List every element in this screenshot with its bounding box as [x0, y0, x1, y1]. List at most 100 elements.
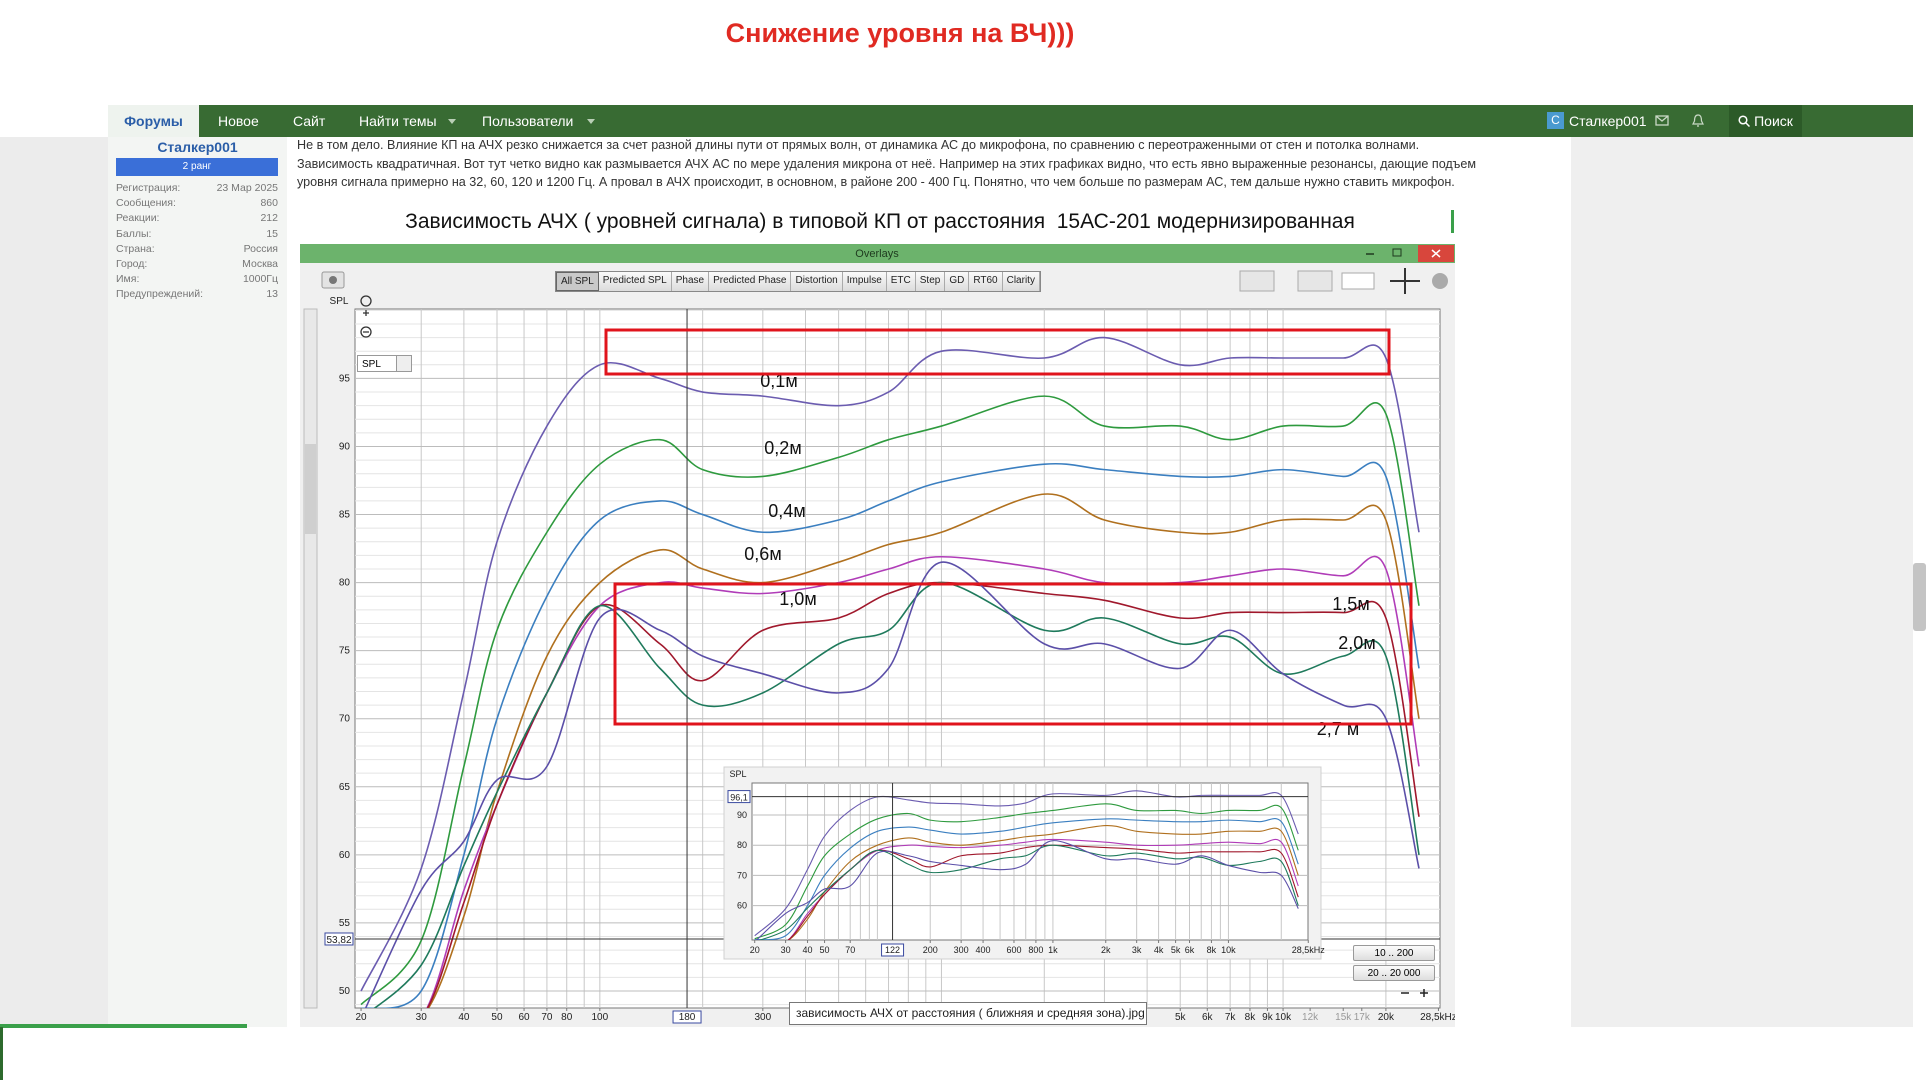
x-tick-label: 300 [954, 945, 969, 955]
graph-dropdown[interactable]: SPL [357, 355, 412, 372]
curve-label: 0,4м [768, 501, 805, 521]
nav-item[interactable]: Новое [218, 113, 259, 129]
y-scrollbar[interactable] [303, 308, 318, 1009]
zoom-icon-glyph [363, 310, 369, 333]
toolbar-button[interactable]: Predicted SPL [598, 272, 672, 291]
nav-item[interactable]: Сайт [293, 113, 326, 129]
response-curve [754, 790, 1299, 937]
y-tick-label: 80 [339, 578, 351, 589]
tool-button[interactable] [1239, 270, 1275, 292]
curve-label: 2,0м [1338, 633, 1375, 653]
y-tick-label: 70 [737, 870, 747, 880]
zoom-icon-glyph [1401, 989, 1428, 997]
pan-button[interactable] [1390, 268, 1420, 294]
nav-item[interactable]: Форумы [108, 105, 199, 137]
overlays-window: Overlays SPL 50 55 60 65 70 75 80 85 90 95 20 30 40 5… [300, 244, 1455, 1027]
plot-lines [360, 336, 1420, 1008]
stat-value: 15 [266, 227, 278, 240]
stat-value: 860 [260, 197, 278, 210]
zoom-icon [360, 295, 372, 307]
username[interactable]: Сталкер001 [157, 139, 238, 155]
zoom-button[interactable]: 20 .. 20 000 [1353, 965, 1435, 981]
x-tick-label: 4k [1154, 945, 1164, 955]
y-tick-label: 80 [737, 840, 747, 850]
nav-bar: Форумы Новое Сайт Найти темы Пользовател… [108, 105, 1913, 137]
toolbar-button[interactable]: All SPL [556, 272, 599, 291]
highlight-box [604, 328, 1391, 376]
y-tick-label: 55 [339, 918, 351, 929]
toolbar-button[interactable]: Distortion [791, 272, 843, 291]
mail-icon[interactable] [1655, 115, 1669, 127]
stat-row: Баллы: 15 [116, 228, 278, 243]
nav-item[interactable]: Найти темы [359, 113, 437, 129]
x-tick-label: 15k [1335, 1012, 1352, 1023]
toolbar-button[interactable]: ETC [886, 272, 916, 291]
stat-row: Город: Москва [116, 258, 278, 273]
post-line: уровня сигнала примерно на 32, 60, 120 и… [297, 175, 1455, 190]
cursor-x-label: 122 [885, 945, 900, 955]
caption-marker [1451, 210, 1454, 233]
search-button[interactable]: Поиск [1729, 105, 1802, 137]
toolbar-button[interactable]: Clarity [1002, 272, 1040, 291]
y-tick-label: 60 [339, 850, 351, 861]
user-rank: 2 ранг [116, 158, 278, 176]
y-scroll-thumb[interactable] [305, 444, 316, 534]
nav-user[interactable]: Сталкер001 [1569, 113, 1647, 129]
restore-button[interactable] [1392, 248, 1402, 257]
x-tick-label: 10k [1221, 945, 1236, 955]
x-tick-label: 20k [1378, 1012, 1395, 1023]
stat-value: Россия [243, 242, 278, 255]
page-scrollbar[interactable] [1913, 563, 1926, 631]
camera-icon [329, 276, 337, 284]
x-tick-label: 20 [355, 1012, 367, 1023]
cursor-y-box [324, 932, 354, 946]
x-tick-label: 2k [1101, 945, 1111, 955]
inset-y-label: SPL [729, 769, 746, 779]
x-tick-label: 5k [1175, 1012, 1187, 1023]
toolbar-button[interactable]: RT60 [969, 272, 1003, 291]
post-line: Зависимость квадратичная. Вот тут четко … [297, 156, 1477, 171]
toolbar-button[interactable]: Phase [671, 272, 710, 291]
x-tick-label: 50 [820, 945, 830, 955]
toolbar-button[interactable]: Impulse [842, 272, 887, 291]
response-curve [364, 561, 1420, 1008]
tool-button[interactable] [1297, 270, 1333, 292]
y-tick-label: 95 [339, 373, 351, 384]
x-tick-label: 12k [1302, 1012, 1319, 1023]
x-tick-label: 1k [1048, 945, 1058, 955]
stat-row: Страна: Россия [116, 243, 278, 258]
toolbar-button[interactable]: Step [915, 272, 946, 291]
zoom-button[interactable]: 10 .. 200 [1353, 945, 1435, 961]
y-tick-label: 90 [737, 810, 747, 820]
x-tick-label: 20 [750, 945, 760, 955]
x-tick-label: 5k [1171, 945, 1181, 955]
dropdown-caret[interactable] [587, 119, 595, 124]
x-tick-label: 3k [1132, 945, 1142, 955]
curve-label: 1,0м [779, 589, 816, 609]
dropdown-caret[interactable] [448, 119, 456, 124]
search-label: Поиск [1754, 113, 1793, 129]
nav-item[interactable]: Пользователи [482, 113, 574, 129]
avatar[interactable]: С [1547, 112, 1564, 129]
x-tick-label: 40 [803, 945, 813, 955]
stat-label: Баллы: [116, 227, 152, 240]
y-tick-label: 65 [339, 782, 351, 793]
image-tooltip: зависимость АЧХ от расстояния ( ближняя … [789, 1002, 1147, 1025]
bell-icon[interactable] [1692, 114, 1704, 128]
tool-button[interactable] [1341, 272, 1375, 290]
stat-row: Реакции: 212 [116, 212, 278, 227]
y-tick-label: 90 [339, 441, 351, 452]
x-tick-label: 8k [1245, 1012, 1257, 1023]
title-bar [300, 244, 1455, 263]
page-margin [0, 137, 108, 1027]
y-tick-label: 70 [339, 714, 351, 725]
stat-row: Регистрация: 23 Мар 2025 [116, 182, 278, 197]
toolbar-button[interactable]: GD [945, 272, 970, 291]
stat-row: Предупреждений: 13 [116, 288, 278, 303]
page-margin [1571, 137, 1913, 1027]
response-curve [754, 803, 1299, 940]
settings-button[interactable] [1432, 273, 1448, 289]
stat-value: 212 [260, 212, 278, 225]
x-tick-label: 6k [1185, 945, 1195, 955]
toolbar-button[interactable]: Predicted Phase [709, 272, 792, 291]
